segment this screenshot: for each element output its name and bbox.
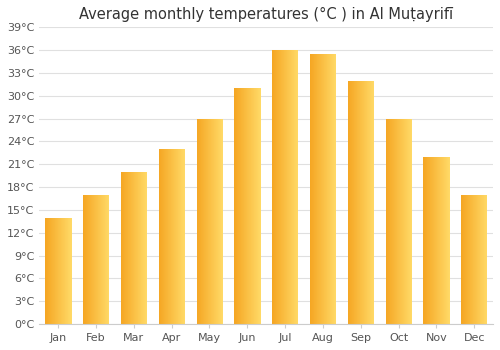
Title: Average monthly temperatures (°C ) in Al Muṭayrifī: Average monthly temperatures (°C ) in Al… [79, 7, 453, 22]
